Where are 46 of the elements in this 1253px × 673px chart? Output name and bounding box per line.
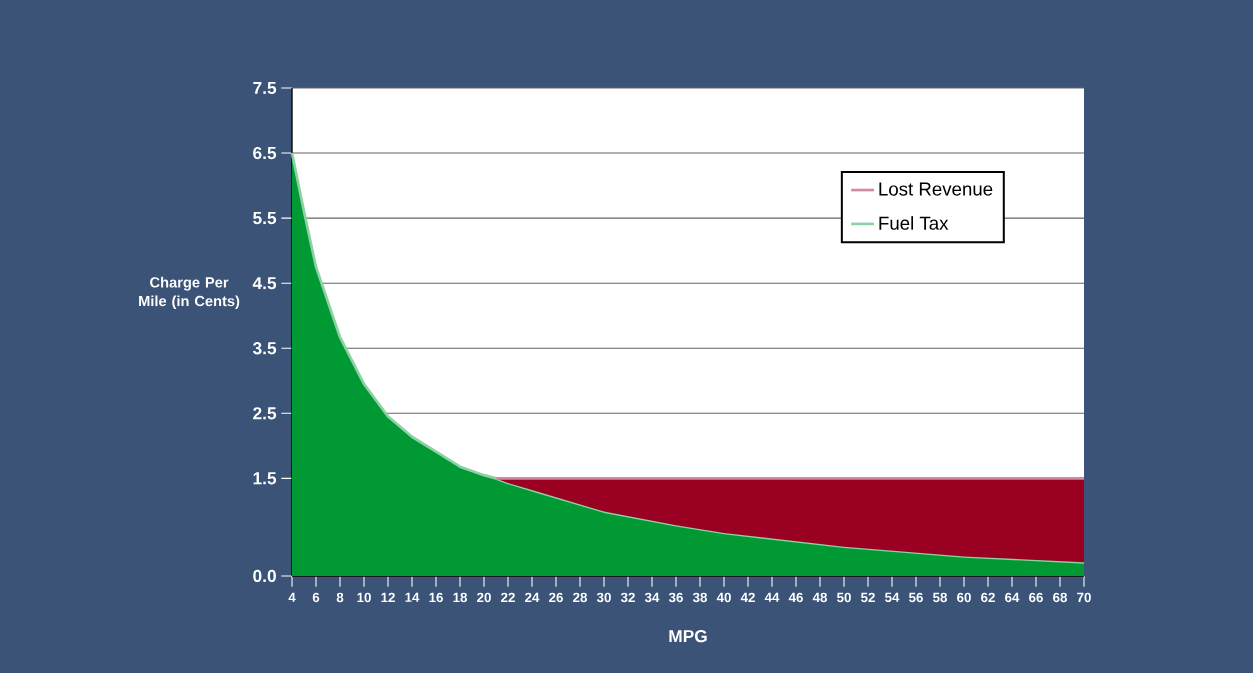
y-tick-label: 6.5 — [253, 146, 277, 160]
y-tick-label: 4.5 — [252, 277, 277, 290]
y-tick-label: 7.5 — [253, 81, 277, 95]
x-tick-label: 14 — [405, 592, 420, 602]
y-tick-label: 0.0 — [253, 569, 276, 583]
x-tick-label: 66 — [1029, 592, 1043, 603]
x-tick-label: 34 — [644, 592, 660, 603]
x-axis-title: MPG — [669, 629, 707, 643]
x-tick-label: 24 — [525, 592, 540, 603]
x-tick-label: 56 — [909, 592, 923, 603]
x-tick-label: 12 — [381, 592, 395, 603]
y-tick-label: 1.5 — [253, 472, 277, 485]
x-tick-label: 18 — [453, 592, 468, 603]
y-axis-title: Charge Per Mile (in Cents) — [139, 276, 240, 310]
x-tick-label: 32 — [620, 592, 635, 603]
y-tick-label: 3.5 — [252, 342, 277, 355]
y-tick-label: 2.5 — [253, 407, 277, 420]
x-tick-label: 42 — [740, 592, 755, 603]
x-tick-label: 38 — [692, 592, 708, 603]
x-tick-label: 64 — [1005, 592, 1020, 603]
x-tick-label: 44 — [764, 592, 780, 602]
x-tick-label: 40 — [716, 592, 731, 603]
y-tick-label: 5.5 — [253, 212, 277, 225]
legend-label: Lost Revenue — [879, 182, 993, 196]
x-tick-label: 50 — [837, 592, 851, 603]
x-tick-label: 26 — [549, 592, 563, 603]
x-tick-label: 36 — [668, 592, 683, 603]
legend-label: Fuel Tax — [879, 216, 949, 230]
x-tick-label: 48 — [812, 592, 827, 603]
x-tick-label: 68 — [1053, 592, 1067, 603]
x-tick-label: 10 — [357, 592, 371, 603]
x-tick-label: 30 — [596, 592, 611, 603]
x-tick-label: 16 — [429, 592, 443, 603]
x-tick-label: 62 — [981, 592, 995, 603]
x-tick-label: 60 — [957, 592, 971, 603]
x-tick-label: 22 — [501, 592, 515, 603]
x-tick-label: 8 — [336, 592, 344, 603]
x-tick-label: 4 — [288, 592, 296, 602]
x-tick-label: 46 — [788, 592, 803, 603]
x-tick-label: 52 — [861, 592, 875, 603]
x-tick-label: 58 — [933, 592, 947, 603]
x-tick-label: 70 — [1077, 592, 1091, 603]
x-tick-label: 6 — [312, 592, 320, 603]
x-tick-label: 28 — [573, 592, 588, 603]
x-tick-label: 20 — [477, 592, 491, 603]
x-tick-label: 54 — [885, 592, 900, 602]
